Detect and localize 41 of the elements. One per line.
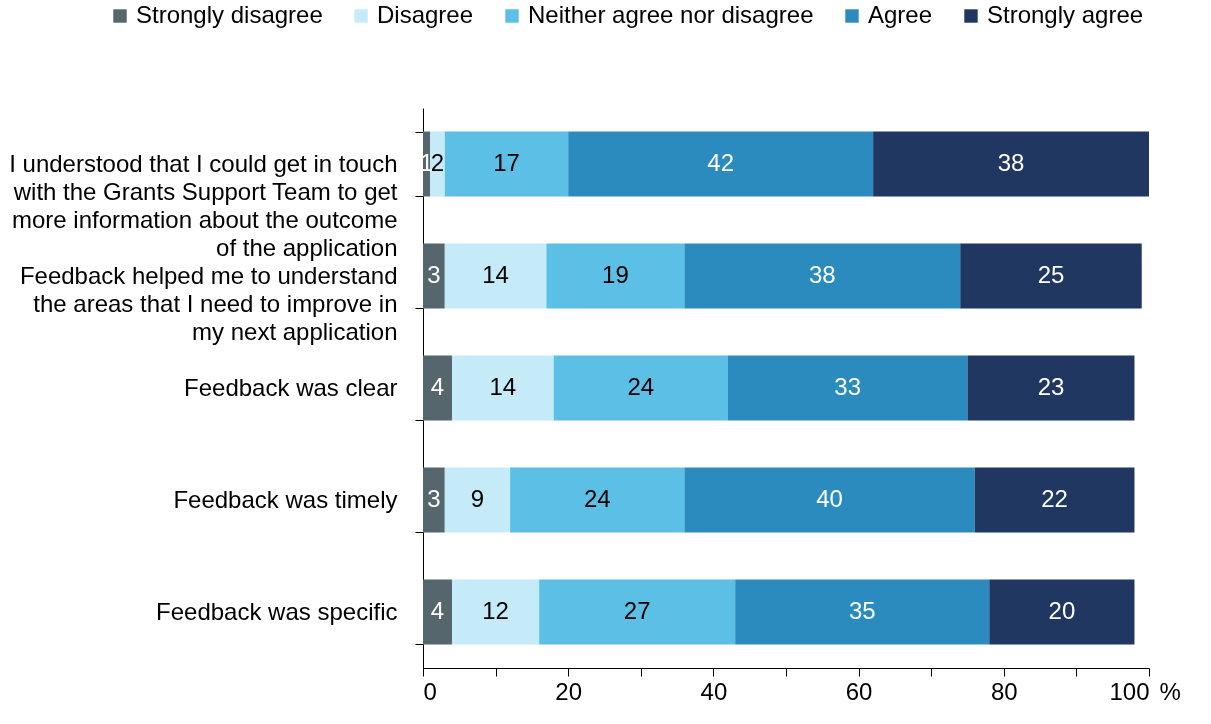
data-label: 25 xyxy=(1037,261,1065,288)
legend-label: Strongly disagree xyxy=(136,1,323,28)
x-tick-label: 80 xyxy=(990,677,1018,705)
y-tick-label: Feedback was clear xyxy=(184,373,398,401)
data-label: 42 xyxy=(707,149,735,176)
x-tick-label: 40 xyxy=(700,677,728,705)
data-label: 9 xyxy=(470,485,485,512)
data-label: 33 xyxy=(834,373,862,400)
legend-label: Neither agree nor disagree xyxy=(528,1,814,28)
legend-label: Agree xyxy=(868,1,933,28)
data-label: 14 xyxy=(482,261,509,288)
data-label: 22 xyxy=(1041,485,1068,512)
legend-label: Disagree xyxy=(377,1,474,28)
x-tick-label: 20 xyxy=(555,677,583,705)
data-label: 20 xyxy=(1048,597,1076,624)
data-label: 40 xyxy=(816,485,843,512)
x-tick-label: 0 xyxy=(423,677,437,705)
data-label: 35 xyxy=(848,597,876,624)
y-tick-label: Feedback was timely xyxy=(173,485,398,513)
x-axis-title: % xyxy=(1159,677,1181,705)
data-label: 3 xyxy=(427,485,441,512)
y-tick-label: Feedback was specific xyxy=(156,597,398,625)
data-label: 24 xyxy=(583,485,611,512)
data-label: 19 xyxy=(602,261,629,288)
legend-label: Strongly agree xyxy=(987,1,1144,28)
x-tick-label: 100 xyxy=(1109,677,1150,705)
x-tick-label: 60 xyxy=(845,677,873,705)
data-label: 24 xyxy=(627,373,655,400)
y-tick-label: I understood that I could get in touch with the Grants Support Team to get more information about the outcome of the application xyxy=(9,149,398,261)
data-label: 27 xyxy=(623,597,651,624)
data-label: 3 xyxy=(427,261,441,288)
data-label: 17 xyxy=(493,149,520,176)
data-label: 4 xyxy=(430,597,445,624)
data-label: 2 xyxy=(430,149,445,176)
data-label: 14 xyxy=(489,373,517,400)
data-label: 38 xyxy=(997,149,1025,176)
data-label: 4 xyxy=(430,373,445,400)
data-label: 23 xyxy=(1037,373,1065,400)
y-tick-label: Feedback helped me to understand the areas that I need to improve in my next application xyxy=(19,261,398,345)
data-label: 12 xyxy=(482,597,509,624)
data-label: 38 xyxy=(808,261,836,288)
